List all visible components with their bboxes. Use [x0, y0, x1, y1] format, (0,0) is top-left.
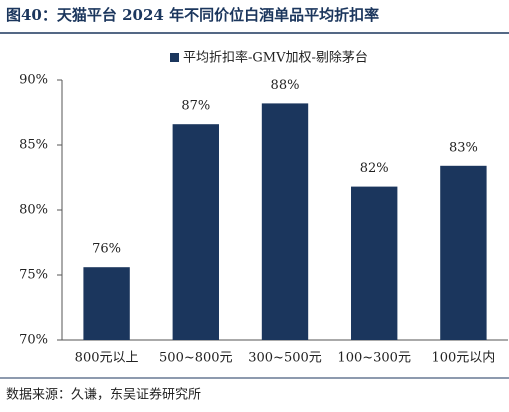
y-tick-label: 75%: [19, 268, 48, 283]
bar: [83, 267, 130, 340]
value-label: 83%: [449, 140, 478, 155]
value-label: 76%: [92, 242, 121, 257]
bar: [261, 103, 309, 341]
x-tick-label: 300~500元: [248, 351, 322, 366]
value-label: 88%: [271, 78, 300, 93]
legend-swatch: [170, 53, 179, 62]
y-tick-label: 80%: [19, 203, 48, 218]
x-tick-label: 100~300元: [337, 351, 411, 366]
bar: [440, 165, 487, 340]
y-tick-label: 90%: [19, 73, 48, 88]
chart-title: 图40：天猫平台 2024 年不同价位白酒单品平均折扣率: [6, 6, 379, 24]
bar: [172, 124, 219, 340]
value-label: 82%: [360, 161, 389, 176]
x-tick-label: 100元以内: [431, 350, 495, 366]
y-tick-label: 85%: [19, 138, 48, 153]
bar: [351, 186, 398, 340]
x-tick-label: 800元以上: [75, 351, 139, 366]
x-tick-label: 500~800元: [159, 351, 233, 366]
source: 数据来源：久谦，东吴证券研究所: [6, 387, 201, 403]
value-label: 87%: [181, 99, 210, 114]
y-tick-label: 70%: [19, 333, 48, 348]
legend-label: 平均折扣率-GMV加权-剔除茅台: [183, 50, 368, 66]
